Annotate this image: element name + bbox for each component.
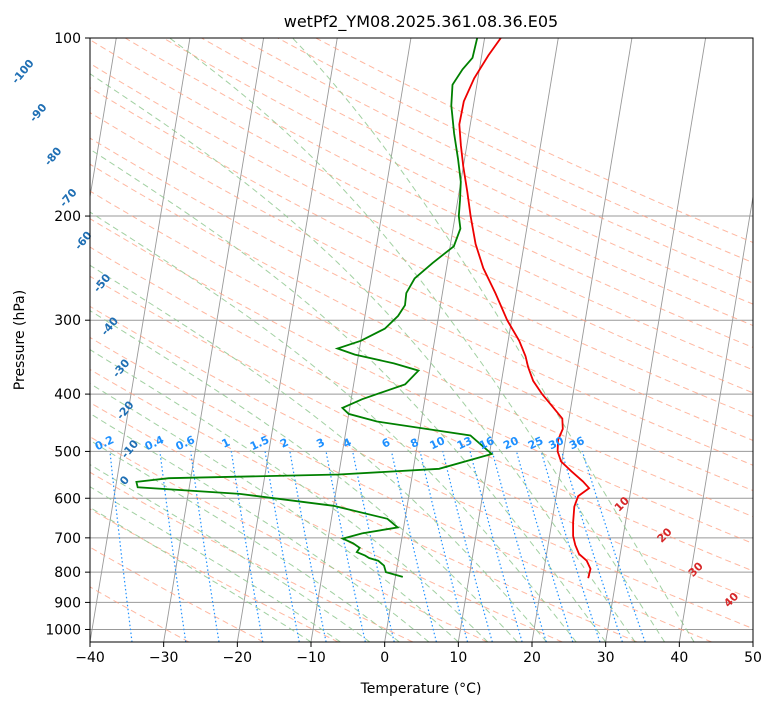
mixing-ratio-line	[442, 451, 493, 642]
mixing-ratio-line	[540, 451, 601, 642]
mixing-ratio-label: 25	[526, 434, 545, 452]
isotherm-line	[605, 38, 707, 642]
isotherm-line	[236, 38, 338, 642]
moist-adiabat-line	[90, 383, 459, 642]
x-tick-label: 20	[523, 650, 541, 666]
x-tick-label: −40	[75, 650, 105, 666]
dry-adiabat-line	[124, 38, 753, 348]
mixing-ratio-line	[390, 451, 437, 642]
x-tick-label: 0	[380, 650, 389, 666]
moist-adiabat-line	[90, 73, 636, 642]
isotherm-line	[678, 194, 753, 642]
x-axis-label: Temperature (°C)	[360, 681, 482, 697]
dry-adiabat-line	[90, 163, 753, 492]
y-tick-label: 900	[54, 595, 81, 611]
dry-adiabat-line	[90, 508, 339, 642]
y-tick-label: 200	[54, 209, 81, 225]
y-tick-label: 100	[54, 31, 81, 47]
isotherm-line	[531, 38, 633, 642]
mixing-ratio-line	[491, 451, 547, 642]
mixing-ratio-line	[561, 451, 623, 642]
dewpoint-profile-line	[135, 38, 494, 578]
dry-adiabat-line	[90, 190, 753, 518]
chart-title: wetPf2_YM08.2025.361.08.36.E05	[284, 12, 558, 32]
dry-adiabat-line	[90, 368, 638, 642]
mixing-ratio-line	[190, 451, 220, 642]
mixing-ratio-line	[159, 451, 187, 642]
dry-adiabat-line	[163, 38, 753, 327]
dry-adiabat-line	[90, 436, 488, 642]
dry-adiabat-line	[90, 305, 753, 630]
isotherm-line	[457, 38, 559, 642]
y-tick-label: 600	[54, 491, 81, 507]
moist-adiabat-line	[90, 439, 400, 642]
mixing-ratio-line	[109, 451, 133, 642]
y-tick-label: 1000	[45, 622, 81, 638]
mixing-ratio-line	[469, 451, 523, 642]
moist-adiabat-line	[90, 348, 489, 642]
y-tick-label: 800	[54, 565, 81, 581]
plot-frame	[89, 37, 754, 643]
moist-adiabat-line	[90, 264, 548, 642]
x-tick-label: −20	[223, 650, 253, 666]
x-tick-label: 40	[670, 650, 688, 666]
mixing-ratio-label: 10	[428, 434, 448, 452]
y-tick-label: 400	[54, 387, 81, 403]
background-lines	[90, 38, 753, 642]
mixing-ratio-line	[515, 451, 574, 642]
x-tick-label: −30	[149, 650, 179, 666]
axes: −40 −30 −20 −10 0 10 20 30 40 50 100 200 300 400 500 60…	[45, 31, 762, 666]
y-tick-label: 300	[54, 313, 81, 329]
mixing-ratio-line	[325, 451, 366, 642]
isotherm-line	[90, 38, 117, 200]
mixing-ratio-line	[352, 451, 395, 642]
x-tick-label: 10	[449, 650, 467, 666]
dry-adiabat-line	[239, 38, 753, 284]
dry-adiabat-line	[90, 218, 753, 545]
dry-adiabat-line	[90, 87, 753, 417]
isotherm-line	[90, 38, 191, 642]
dry-adiabat-line	[90, 62, 753, 394]
mixing-ratio-line	[581, 451, 646, 642]
temperature-profile-line	[458, 38, 592, 579]
y-tick-label: 700	[54, 531, 81, 547]
isotherm-line	[384, 38, 486, 642]
moist-adiabat-line	[90, 148, 607, 642]
y-axis-label: Pressure (hPa)	[12, 290, 28, 390]
moist-adiabat-line	[169, 38, 666, 642]
y-tick-label: 500	[54, 444, 81, 460]
x-tick-label: −10	[296, 650, 326, 666]
dry-adiabat-line	[90, 402, 563, 642]
dry-adiabat-line	[90, 471, 414, 642]
moist-adiabat-line	[292, 38, 695, 642]
mixing-ratio-line	[419, 451, 469, 642]
isotherm-line	[163, 38, 265, 642]
moist-adiabat-line	[90, 464, 371, 642]
moist-adiabat-line	[90, 486, 341, 642]
profile-lines	[135, 38, 592, 579]
x-tick-label: 50	[744, 650, 762, 666]
mixing-ratio-label: 20	[501, 434, 521, 452]
dry-adiabat-line	[90, 275, 753, 600]
mixing-ratio-label: 13	[455, 434, 474, 452]
x-tick-label: 30	[597, 650, 615, 666]
mixing-ratio-label: 30	[547, 434, 567, 452]
mixing-ratio-label: 36	[567, 434, 587, 452]
mixing-ratio-label: 16	[477, 434, 497, 452]
moist-adiabat-line	[90, 211, 577, 642]
